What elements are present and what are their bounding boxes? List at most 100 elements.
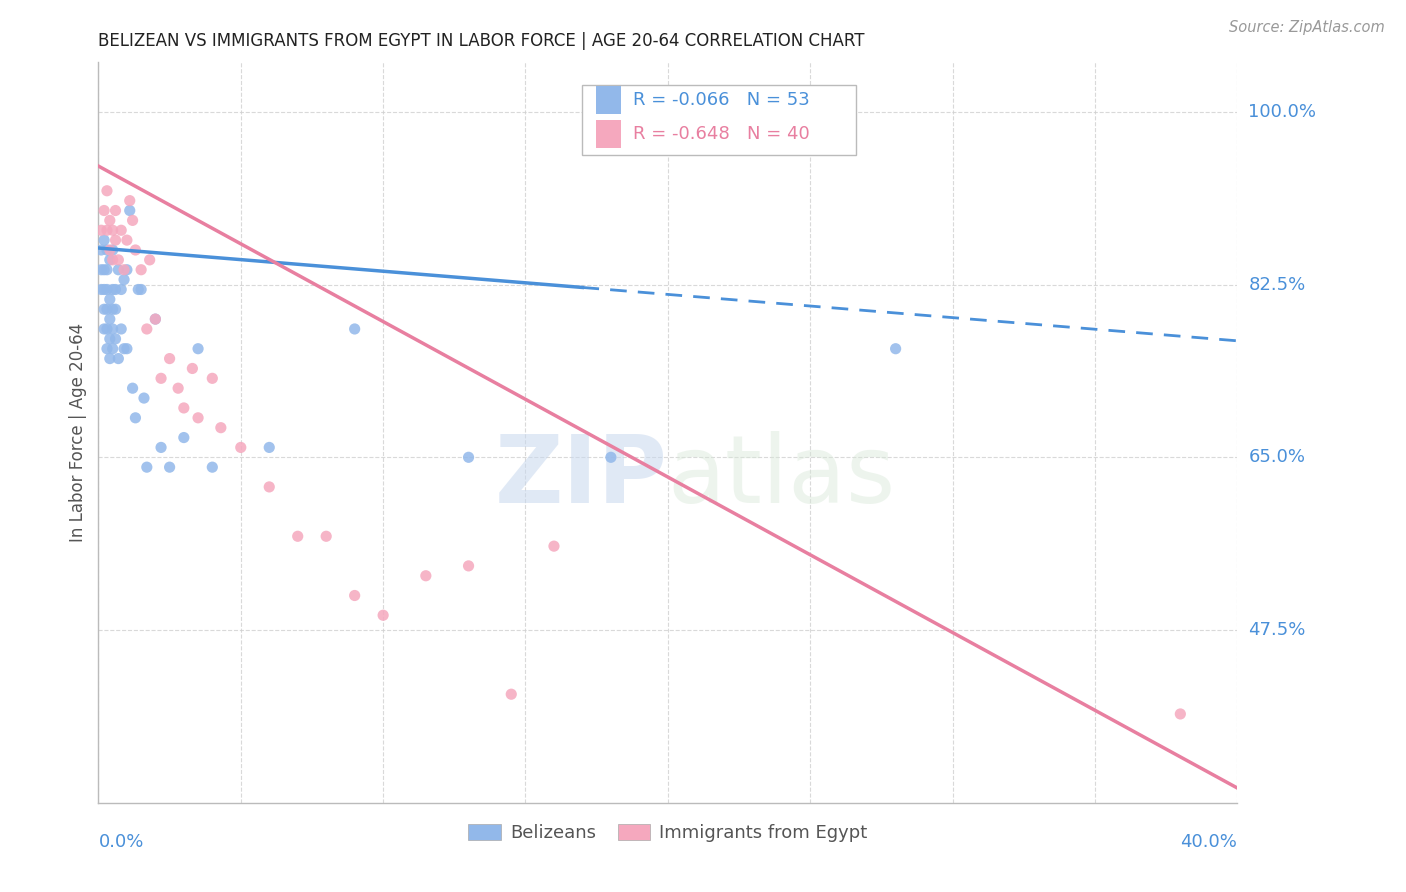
FancyBboxPatch shape [582,85,856,155]
Point [93,322,115,336]
Point [167,381,190,395]
Point [96,322,118,336]
Point [96,283,118,297]
FancyBboxPatch shape [596,120,621,148]
Point [96,243,118,257]
Text: 0.0%: 0.0% [98,833,143,851]
Point [110,283,132,297]
Y-axis label: In Labor Force | Age 20-64: In Labor Force | Age 20-64 [69,323,87,542]
Point [101,223,124,237]
Point [101,322,124,336]
Point [101,243,124,257]
Point [259,480,281,494]
Point [457,450,479,465]
Point [150,371,173,385]
Point [501,687,523,701]
Point [93,283,115,297]
Point [104,283,127,297]
Point [415,568,437,582]
Point [121,213,143,227]
Point [135,322,157,336]
Point [135,460,157,475]
Point [129,262,152,277]
Point [121,381,143,395]
Point [115,342,138,356]
Point [90,223,112,237]
Point [98,293,121,307]
Text: 100.0%: 100.0% [1249,103,1316,120]
Text: 65.0%: 65.0% [1249,449,1305,467]
Point [129,283,152,297]
Point [104,302,127,317]
Text: 47.5%: 47.5% [1249,621,1306,639]
Point [98,243,121,257]
Point [187,410,209,425]
Text: R = -0.648   N = 40: R = -0.648 N = 40 [633,125,810,143]
Point [118,194,141,208]
Point [145,312,167,326]
Text: ZIP: ZIP [495,431,668,523]
Point [110,322,132,336]
Point [101,252,124,267]
Point [93,233,115,247]
Text: BELIZEAN VS IMMIGRANTS FROM EGYPT IN LABOR FORCE | AGE 20-64 CORRELATION CHART: BELIZEAN VS IMMIGRANTS FROM EGYPT IN LAB… [98,32,865,50]
Point [98,312,121,326]
Point [90,262,112,277]
Point [124,410,146,425]
Point [98,213,121,227]
Point [457,558,479,573]
Text: 40.0%: 40.0% [1181,833,1237,851]
Point [884,342,907,356]
Point [101,342,124,356]
Point [98,332,121,346]
Point [98,252,121,267]
Text: 82.5%: 82.5% [1249,276,1306,293]
Point [93,302,115,317]
Point [104,233,127,247]
Point [98,351,121,366]
Point [112,272,135,286]
Text: R = -0.066   N = 53: R = -0.066 N = 53 [633,91,810,109]
Point [173,401,195,415]
Point [127,283,149,297]
Point [287,529,309,543]
Text: Source: ZipAtlas.com: Source: ZipAtlas.com [1229,20,1385,35]
Text: atlas: atlas [668,431,896,523]
Point [159,460,181,475]
Point [96,262,118,277]
Point [201,460,224,475]
Point [115,233,138,247]
Point [93,262,115,277]
Point [96,223,118,237]
Point [259,441,281,455]
Point [543,539,565,553]
Point [112,342,135,356]
Point [343,589,366,603]
Point [209,420,232,434]
Point [104,332,127,346]
Point [107,252,129,267]
Legend: Belizeans, Immigrants from Egypt: Belizeans, Immigrants from Egypt [461,816,875,849]
Point [600,450,623,465]
Point [96,184,118,198]
Point [115,262,138,277]
Point [90,243,112,257]
Point [90,283,112,297]
Point [145,312,167,326]
Point [101,302,124,317]
Point [229,441,252,455]
Point [173,431,195,445]
Point [373,608,395,623]
Point [138,252,160,267]
Point [187,342,209,356]
Point [181,361,204,376]
Point [93,203,115,218]
Point [201,371,224,385]
Point [124,243,146,257]
Point [132,391,155,405]
Point [118,203,141,218]
Point [159,351,181,366]
Point [150,441,173,455]
Point [112,262,135,277]
Point [107,351,129,366]
